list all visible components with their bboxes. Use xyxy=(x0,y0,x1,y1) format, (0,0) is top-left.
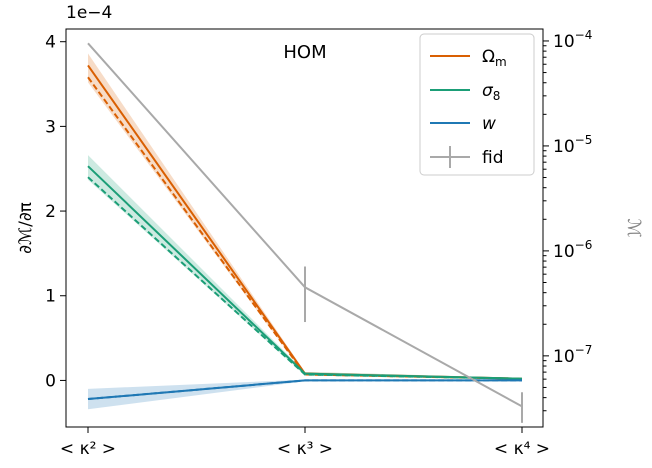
legend-box xyxy=(419,33,535,176)
series-dashed-0 xyxy=(87,76,523,380)
left-y-axis-label: ∂ℳ/∂π xyxy=(16,202,36,254)
y-tick-label: 3 xyxy=(45,117,56,137)
series-line-1 xyxy=(87,165,523,380)
y2-tick-label: 10−6 xyxy=(553,238,592,262)
legend-label-0: Ωm xyxy=(482,47,507,69)
y-tick-label: 1 xyxy=(45,287,56,307)
x-tick-label: < κ³ > xyxy=(277,439,333,459)
series-line-2 xyxy=(87,379,522,401)
legend-label-1: σ8 xyxy=(482,81,500,103)
y-offset-label: 1e−4 xyxy=(66,3,112,23)
legend: Ωm σ8 w fid xyxy=(419,33,535,176)
legend-label-fid: fid xyxy=(482,148,504,168)
uncertainty-bands xyxy=(88,53,522,410)
y-tick-label: 0 xyxy=(45,371,56,391)
x-ticks: < κ² > < κ³ > < κ⁴ > xyxy=(60,427,550,459)
x-tick-label: < κ⁴ > xyxy=(494,439,550,459)
y2-tick-label: 10−5 xyxy=(553,133,592,157)
right-y-axis-label: ℳ xyxy=(623,218,644,237)
annotation-hom: HOM xyxy=(283,42,326,63)
series-lines xyxy=(87,64,523,401)
fiducial-series xyxy=(87,42,523,423)
left-y-ticks: 0 1 2 3 4 xyxy=(45,33,66,391)
y-tick-label: 4 xyxy=(45,33,56,53)
band-2 xyxy=(88,379,522,410)
right-y-ticks: 10−7 10−6 10−5 10−4 xyxy=(543,28,592,412)
y2-tick-label: 10−4 xyxy=(553,28,592,52)
y-tick-label: 2 xyxy=(45,202,56,222)
legend-label-2: w xyxy=(482,114,496,134)
x-tick-label: < κ² > xyxy=(60,439,116,459)
y2-tick-label: 10−7 xyxy=(553,343,592,367)
